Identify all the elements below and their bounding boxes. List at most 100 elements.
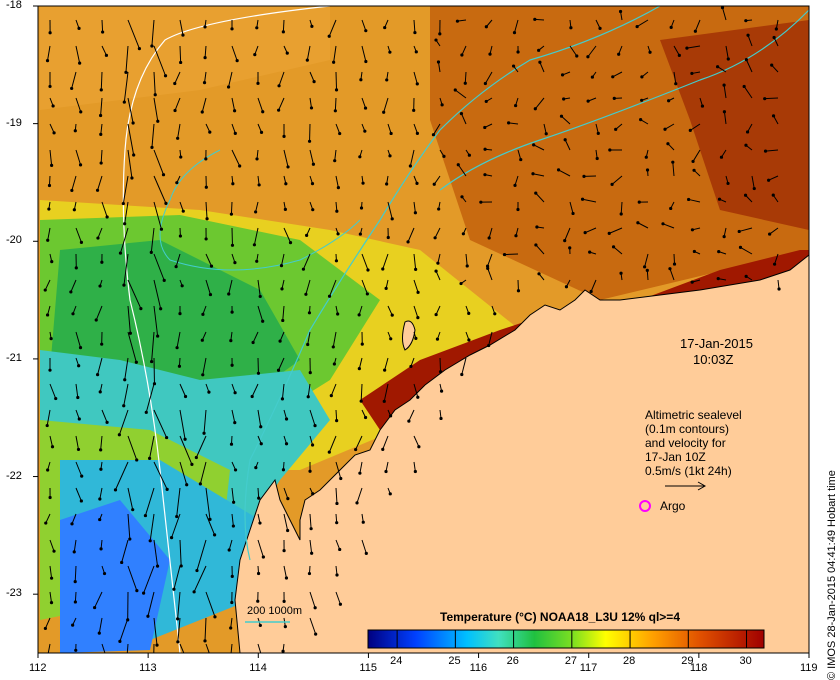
velocity-arrow-head (51, 104, 55, 108)
velocity-arrow-head (233, 261, 237, 265)
velocity-arrow-head (357, 367, 361, 371)
velocity-arrow-head (358, 155, 362, 159)
velocity-arrow-head (363, 129, 367, 133)
velocity-arrow (355, 435, 363, 450)
velocity-arrow-head (777, 287, 781, 291)
velocity-arrow-head (282, 599, 286, 603)
velocity-arrow-head (173, 81, 177, 86)
velocity-arrow-head (177, 364, 182, 368)
velocity-arrow-head (200, 338, 204, 342)
velocity-arrow (309, 591, 316, 608)
velocity-arrow (383, 383, 389, 402)
velocity-arrow (361, 279, 368, 295)
velocity-arrow (361, 253, 369, 271)
velocity-arrow-head (278, 339, 282, 343)
velocity-arrow-head (737, 229, 741, 234)
credit-text: © IMOS 28-Jan-2015 04:41:49 Hobart time (826, 470, 838, 680)
velocity-arrow (673, 45, 680, 56)
velocity-arrow (45, 513, 51, 524)
velocity-arrow (75, 227, 82, 243)
velocity-arrow-head (382, 110, 386, 114)
velocity-arrow-head (45, 313, 50, 317)
velocity-arrow (686, 45, 701, 49)
velocity-arrow-head (752, 186, 756, 191)
velocity-arrow (257, 279, 261, 297)
velocity-arrow-head (743, 193, 748, 197)
velocity-arrow-head (586, 55, 590, 59)
velocity-arrow-head (259, 442, 263, 446)
velocity-arrow-head (43, 626, 48, 631)
velocity-arrow (460, 113, 467, 125)
time-label: 10:03Z (693, 352, 734, 367)
velocity-arrow-head (390, 217, 394, 221)
velocity-arrow-head (716, 277, 720, 281)
velocity-arrow-head (194, 455, 198, 460)
velocity-arrow-head (150, 44, 154, 48)
velocity-arrow (257, 487, 260, 499)
velocity-arrow (309, 71, 315, 82)
velocity-arrow-head (178, 312, 182, 316)
velocity-arrow (257, 409, 262, 427)
velocity-arrow-head (137, 47, 142, 51)
velocity-arrow (179, 461, 188, 485)
velocity-arrow-head (417, 445, 421, 449)
velocity-arrow (145, 383, 155, 413)
velocity-arrow-head (531, 172, 535, 176)
velocity-arrow (71, 513, 77, 525)
velocity-arrow (127, 123, 135, 156)
velocity-arrow-head (286, 165, 290, 169)
velocity-arrow-head (456, 163, 460, 167)
velocity-arrow-head (72, 550, 76, 554)
velocity-arrow (75, 487, 82, 502)
velocity-arrow-head (255, 259, 259, 263)
velocity-arrow-head (144, 410, 148, 414)
velocity-arrow (335, 461, 342, 479)
velocity-arrow-head (122, 283, 126, 287)
colorbar-tick-label: 29 (681, 655, 694, 667)
velocity-arrow-head (284, 576, 289, 580)
velocity-arrow-head (617, 52, 621, 56)
velocity-arrow (584, 227, 597, 234)
axis-ticks (33, 5, 810, 658)
velocity-arrow-head (232, 500, 236, 504)
velocity-arrow (230, 643, 233, 653)
velocity-arrow (179, 643, 185, 653)
velocity-arrow (205, 487, 211, 520)
velocity-arrow (282, 19, 285, 32)
velocity-arrow-head (332, 60, 336, 64)
colorbar-tick-label: 26 (506, 655, 519, 667)
velocity-arrow (725, 45, 729, 60)
velocity-arrow-head (311, 208, 315, 212)
velocity-arrow (307, 383, 311, 397)
velocity-arrow-head (310, 443, 315, 447)
velocity-arrow-head (179, 155, 183, 159)
velocity-arrow-head (563, 239, 567, 243)
velocity-arrow-head (233, 391, 237, 395)
velocity-arrow-head (415, 82, 419, 86)
velocity-arrow (174, 71, 181, 84)
velocity-arrow-head (388, 50, 392, 54)
velocity-arrow-head (99, 113, 103, 118)
velocity-arrow-head (333, 109, 337, 113)
velocity-arrow-head (412, 108, 416, 112)
y-tick-label: -18 (6, 0, 22, 11)
velocity-arrow (590, 279, 597, 292)
velocity-arrow (413, 253, 417, 270)
velocity-arrow-head (226, 85, 231, 89)
velocity-arrow-head (280, 397, 285, 401)
velocity-arrow-head (692, 168, 696, 172)
velocity-arrow-head (438, 32, 442, 36)
velocity-arrow (127, 331, 137, 363)
velocity-arrow-head (307, 571, 312, 576)
velocity-arrow-head (744, 143, 748, 147)
velocity-arrow-head (388, 154, 392, 158)
velocity-arrow-head (235, 59, 239, 63)
velocity-arrow (201, 97, 207, 113)
velocity-arrow-head (354, 447, 358, 452)
velocity-arrow (231, 45, 238, 61)
velocity-arrow (179, 539, 182, 566)
velocity-arrow-head (360, 342, 364, 346)
velocity-arrow (335, 487, 338, 504)
velocity-arrow-head (179, 564, 183, 568)
velocity-arrow (335, 71, 338, 90)
